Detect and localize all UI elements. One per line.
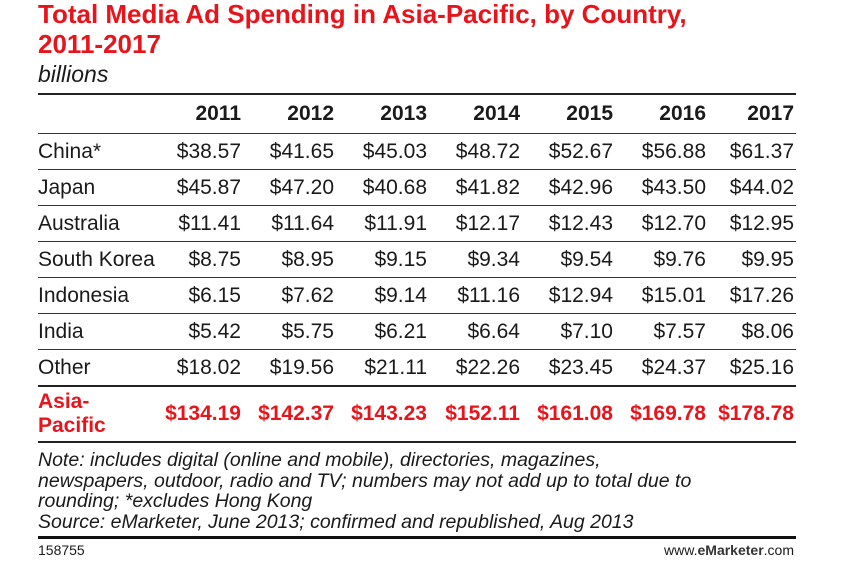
table-cell: $21.11 [336,349,429,386]
column-header: 2012 [287,102,334,125]
table-cell: $8.06 [708,313,796,350]
row-label: Other [38,349,156,386]
header-row: 2011 2012 2013 2014 2015 2016 2017 [38,94,796,134]
total-cell: $134.19 [156,385,243,441]
table-cell: $5.42 [156,313,243,350]
chart-id: 158755 [38,542,85,558]
total-cell: $142.37 [243,385,336,441]
table-cell: $41.82 [429,169,522,206]
table-cell: $5.75 [243,313,336,350]
row-label: India [38,313,156,350]
table-cell: $18.02 [156,349,243,386]
table-cell: $42.96 [522,169,615,206]
source-line: Source: eMarketer, June 2013; confirmed … [38,510,634,533]
chart-footer: 158755 www.eMarketer.com [38,536,796,559]
table-row: Other $18.02 $19.56 $21.11 $22.26 $23.45 $24.3… [38,349,796,386]
table-cell: $22.26 [429,349,522,386]
data-table: 2011 2012 2013 2014 2015 2016 2017 China* $38.5… [38,93,796,441]
total-cell: $161.08 [522,385,615,441]
table-row: Japan $45.87 $47.20 $40.68 $41.82 $42.96 $43.5… [38,169,796,206]
chart-subtitle: billions [38,61,109,87]
total-label: Asia-Pacific [38,385,156,441]
row-label: Australia [38,205,156,242]
table-cell: $45.87 [156,169,243,206]
table-cell: $15.01 [615,277,708,314]
column-header: 2016 [659,102,706,125]
table-cell: $9.14 [336,277,429,314]
table-cell: $12.17 [429,205,522,242]
table-cell: $38.57 [156,133,243,170]
chart-note: Note: includes digital (online and mobil… [38,441,796,532]
column-header: 2017 [747,102,794,125]
table-cell: $11.41 [156,205,243,242]
table-cell: $8.95 [243,241,336,278]
column-header: 2011 [195,102,241,125]
table-cell: $11.16 [429,277,522,314]
table-row: China* $38.57 $41.65 $45.03 $48.72 $52.67 $56.… [38,133,796,170]
note-line: rounding; *excludes Hong Kong [38,490,313,512]
table-cell: $43.50 [615,169,708,206]
table-cell: $9.54 [522,241,615,278]
table-cell: $9.15 [336,241,429,278]
total-cell: $169.78 [615,385,708,441]
table-cell: $45.03 [336,133,429,170]
table-row: Indonesia $6.15 $7.62 $9.14 $11.16 $12.94 $15.… [38,277,796,314]
total-cell: $178.78 [708,385,796,441]
table-cell: $56.88 [615,133,708,170]
table-cell: $9.95 [708,241,796,278]
column-header: 2013 [380,102,427,125]
note-line: Note: includes digital (online and mobil… [38,449,601,471]
total-row: Asia-Pacific $134.19 $142.37 $143.23 $152.11… [38,385,796,441]
header-corner [38,94,156,134]
table-row: Australia $11.41 $11.64 $11.91 $12.17 $12.43 $… [38,205,796,242]
table-row: South Korea $8.75 $8.95 $9.15 $9.34 $9.54 $9.7… [38,241,796,278]
table-cell: $48.72 [429,133,522,170]
row-label: Japan [38,169,156,206]
brand-name: eMarketer [697,542,764,558]
note-line: newspapers, outdoor, radio and TV; numbe… [38,469,692,492]
table-cell: $25.16 [708,349,796,386]
table-cell: $17.26 [708,277,796,314]
table-cell: $61.37 [708,133,796,170]
table-cell: $8.75 [156,241,243,278]
table-body: China* $38.57 $41.65 $45.03 $48.72 $52.67 $56.… [38,133,796,441]
column-header: 2014 [473,102,520,125]
chart-title: Total Media Ad Spending in Asia-Pacific,… [38,0,796,59]
table-cell: $12.70 [615,205,708,242]
chart-container: Total Media Ad Spending in Asia-Pacific,… [38,0,796,559]
table-cell: $23.45 [522,349,615,386]
row-label: China* [38,133,156,170]
brand-suffix: .com [763,542,794,558]
row-label: Indonesia [38,277,156,314]
table-cell: $19.56 [243,349,336,386]
total-cell: $143.23 [336,385,429,441]
title-line-2: 2011-2017 [38,29,161,59]
table-cell: $52.67 [522,133,615,170]
row-label: South Korea [38,241,156,278]
table-cell: $7.10 [522,313,615,350]
table-cell: $12.95 [708,205,796,242]
table-cell: $12.94 [522,277,615,314]
table-cell: $7.62 [243,277,336,314]
table-cell: $6.21 [336,313,429,350]
table-cell: $12.43 [522,205,615,242]
brand-url: www.eMarketer.com [664,542,794,558]
table-cell: $6.64 [429,313,522,350]
table-cell: $47.20 [243,169,336,206]
table-cell: $24.37 [615,349,708,386]
table-cell: $40.68 [336,169,429,206]
table-cell: $6.15 [156,277,243,314]
table-cell: $9.76 [615,241,708,278]
table-cell: $7.57 [615,313,708,350]
table-cell: $9.34 [429,241,522,278]
table-cell: $41.65 [243,133,336,170]
total-cell: $152.11 [429,385,522,441]
column-header: 2015 [566,102,613,125]
brand-prefix: www. [664,542,698,558]
title-line-1: Total Media Ad Spending in Asia-Pacific,… [38,0,687,29]
table-cell: $11.91 [336,205,429,242]
table-cell: $44.02 [708,169,796,206]
table-cell: $11.64 [243,205,336,242]
table-row: India $5.42 $5.75 $6.21 $6.64 $7.10 $7.57 $8.06 [38,313,796,350]
